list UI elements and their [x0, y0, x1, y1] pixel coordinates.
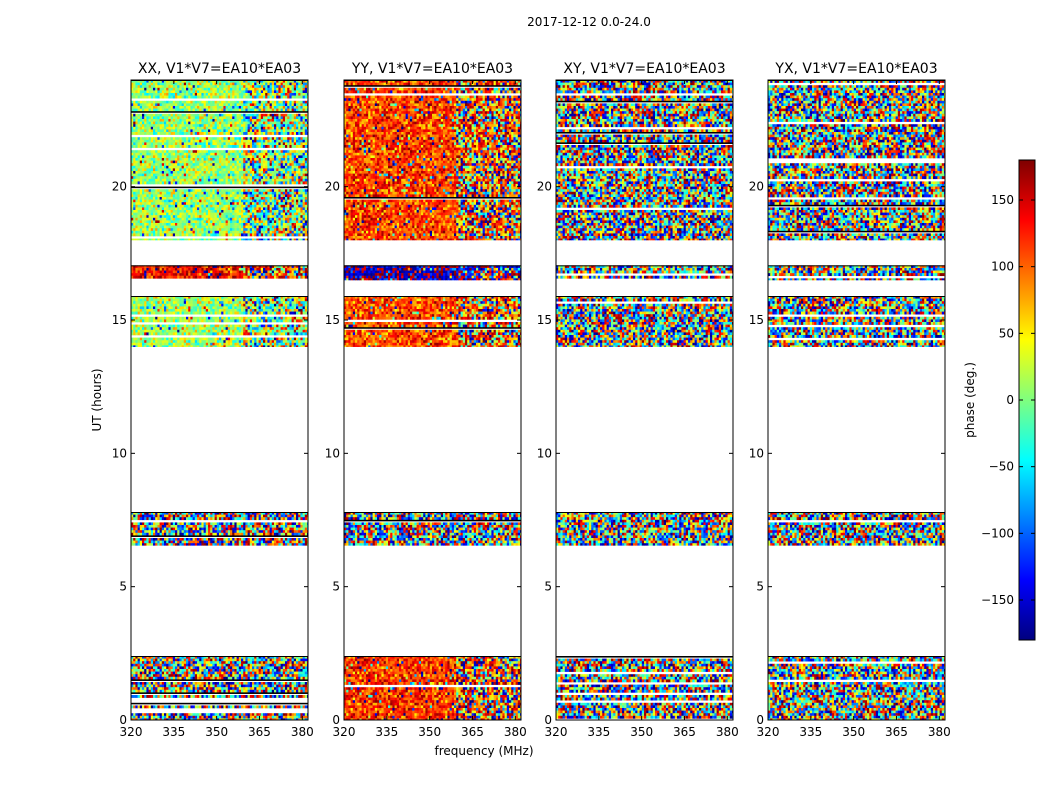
colorbar-tick-label: 50	[999, 326, 1014, 340]
panel-xx-image	[131, 80, 308, 720]
x-tick-label: 365	[673, 725, 696, 739]
panel-yy-frame	[343, 79, 522, 721]
panel-yy-image	[344, 80, 521, 720]
panel-yx-image	[768, 80, 945, 720]
panel-yx: YX, V1*V7=EA10*EA03 320 335 350 365 380 0 5 10 15…	[749, 61, 951, 739]
y-tick-label: 5	[332, 580, 340, 594]
y-tick-label: 0	[119, 713, 127, 727]
colorbar-tick-label: 100	[991, 260, 1014, 274]
colorbar-tick-label: −50	[989, 460, 1014, 474]
x-tick-label: 320	[333, 725, 356, 739]
x-tick-label: 320	[120, 725, 143, 739]
panel-yx-title: YX, V1*V7=EA10*EA03	[774, 61, 937, 77]
x-tick-label: 380	[291, 725, 314, 739]
y-tick-label: 0	[756, 713, 764, 727]
x-tick-label: 320	[757, 725, 780, 739]
x-tick-label: 335	[587, 725, 610, 739]
x-tick-label: 380	[928, 725, 951, 739]
y-tick-label: 10	[112, 446, 127, 460]
y-tick-label: 10	[537, 446, 552, 460]
colorbar-tick-label: −150	[981, 593, 1014, 607]
panels-group: XX, V1*V7=EA10*EA03 320 335 350 365 380 0 5 10 15…	[112, 61, 951, 739]
y-tick-label: 20	[112, 180, 127, 194]
panel-xy: XY, V1*V7=EA10*EA03 320 335 350 365 380 0 5 10 15…	[537, 61, 739, 739]
x-tick-label: 350	[630, 725, 653, 739]
colorbar-tick-label: 0	[1006, 393, 1014, 407]
x-tick-label: 335	[162, 725, 185, 739]
x-tick-label: 335	[375, 725, 398, 739]
x-tick-label: 365	[248, 725, 271, 739]
panel-xx-frame	[130, 79, 309, 721]
colorbar-tick-label: −100	[981, 526, 1014, 540]
panel-xx: XX, V1*V7=EA10*EA03 320 335 350 365 380 0 5 10 15…	[112, 61, 314, 739]
y-tick-label: 0	[332, 713, 340, 727]
colorbar: 150 100 50 0 −50 −100 −150 phase (deg.)	[963, 159, 1036, 641]
x-tick-label: 380	[716, 725, 739, 739]
y-axis-label: UT (hours)	[90, 368, 104, 431]
x-tick-label: 335	[799, 725, 822, 739]
panel-xy-frame	[555, 79, 734, 721]
panel-yy: YY, V1*V7=EA10*EA03 320 335 350 365 380 0 5 10 15…	[325, 61, 527, 739]
y-tick-label: 5	[756, 580, 764, 594]
x-tick-label: 365	[461, 725, 484, 739]
y-tick-label: 20	[325, 180, 340, 194]
panel-yx-frame	[767, 79, 946, 721]
x-tick-label: 350	[418, 725, 441, 739]
x-tick-label: 350	[205, 725, 228, 739]
y-tick-label: 20	[537, 180, 552, 194]
y-tick-label: 5	[119, 580, 127, 594]
y-tick-label: 20	[749, 180, 764, 194]
x-tick-label: 365	[885, 725, 908, 739]
panel-xy-image	[556, 80, 733, 719]
colorbar-ticks: 150 100 50 0 −50 −100 −150	[981, 193, 1035, 607]
y-tick-label: 5	[544, 580, 552, 594]
y-tick-label: 15	[749, 313, 764, 327]
panel-xy-title: XY, V1*V7=EA10*EA03	[563, 61, 725, 77]
y-tick-label: 15	[325, 313, 340, 327]
figure-suptitle: 2017-12-12 0.0-24.0	[527, 15, 651, 29]
x-tick-label: 350	[842, 725, 865, 739]
colorbar-tick-label: 150	[991, 193, 1014, 207]
x-axis-label: frequency (MHz)	[434, 744, 533, 758]
colorbar-label: phase (deg.)	[963, 362, 977, 438]
y-tick-label: 0	[544, 713, 552, 727]
y-tick-label: 10	[749, 446, 764, 460]
y-tick-label: 15	[112, 313, 127, 327]
x-tick-label: 320	[545, 725, 568, 739]
x-tick-label: 380	[504, 725, 527, 739]
panel-xx-title: XX, V1*V7=EA10*EA03	[138, 61, 301, 77]
panel-yy-title: YY, V1*V7=EA10*EA03	[351, 61, 513, 77]
y-tick-label: 10	[325, 446, 340, 460]
y-tick-label: 15	[537, 313, 552, 327]
